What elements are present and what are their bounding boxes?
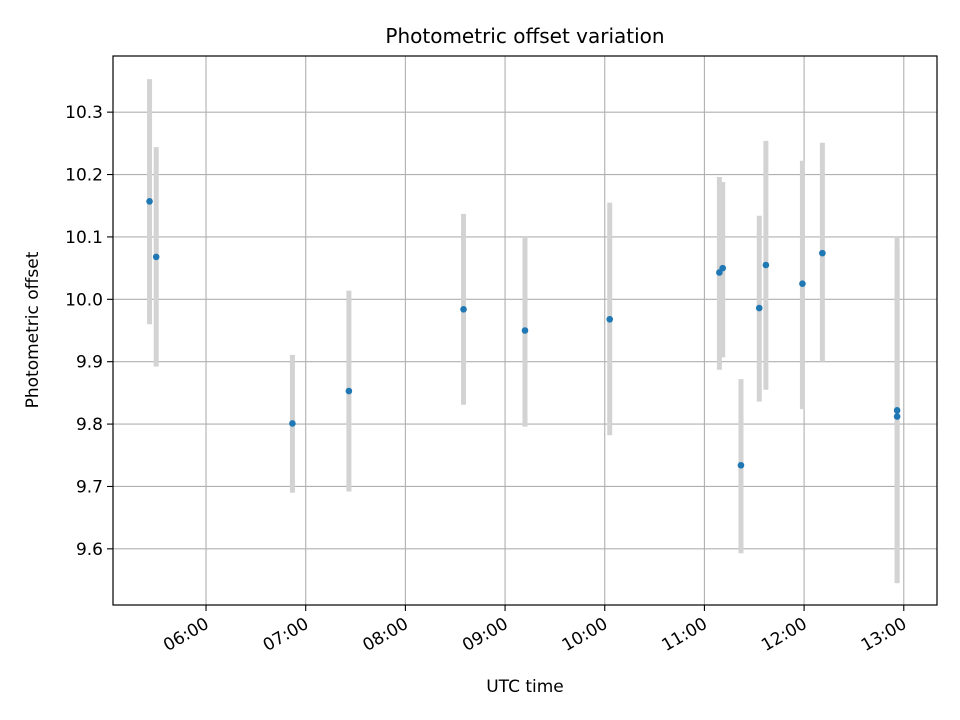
chart-title: Photometric offset variation bbox=[385, 24, 664, 48]
y-tick-label: 10.3 bbox=[65, 103, 103, 123]
y-tick-label: 10.1 bbox=[65, 228, 103, 248]
data-point bbox=[152, 253, 160, 261]
y-tick-label: 9.8 bbox=[76, 415, 103, 435]
plot-frame bbox=[112, 55, 938, 606]
data-point bbox=[460, 305, 467, 313]
y-tick-label: 9.7 bbox=[76, 477, 103, 497]
data-point bbox=[893, 413, 901, 420]
data-point bbox=[799, 280, 806, 288]
y-tick-label: 9.6 bbox=[76, 540, 103, 560]
y-tick-label: 10.0 bbox=[65, 290, 103, 310]
data-point bbox=[146, 198, 153, 205]
data-point bbox=[755, 304, 763, 312]
data-point bbox=[345, 387, 353, 395]
data-point bbox=[289, 420, 296, 427]
x-axis-label: UTC time bbox=[486, 677, 564, 697]
data-point bbox=[819, 249, 826, 257]
data-point bbox=[606, 315, 614, 323]
y-tick-label: 9.9 bbox=[76, 353, 103, 373]
point-layer bbox=[146, 198, 901, 469]
data-point bbox=[719, 264, 726, 272]
data-point bbox=[521, 327, 529, 334]
data-point bbox=[893, 407, 901, 414]
data-point bbox=[737, 461, 745, 469]
y-tick-label: 10.2 bbox=[65, 166, 103, 186]
y-axis-label: Photometric offset bbox=[23, 251, 43, 408]
data-point bbox=[762, 261, 770, 269]
y-axis-ticks: 9.6 9.7 9.8 9.9 10.0 10.1 10.2 10.3 bbox=[65, 103, 113, 560]
